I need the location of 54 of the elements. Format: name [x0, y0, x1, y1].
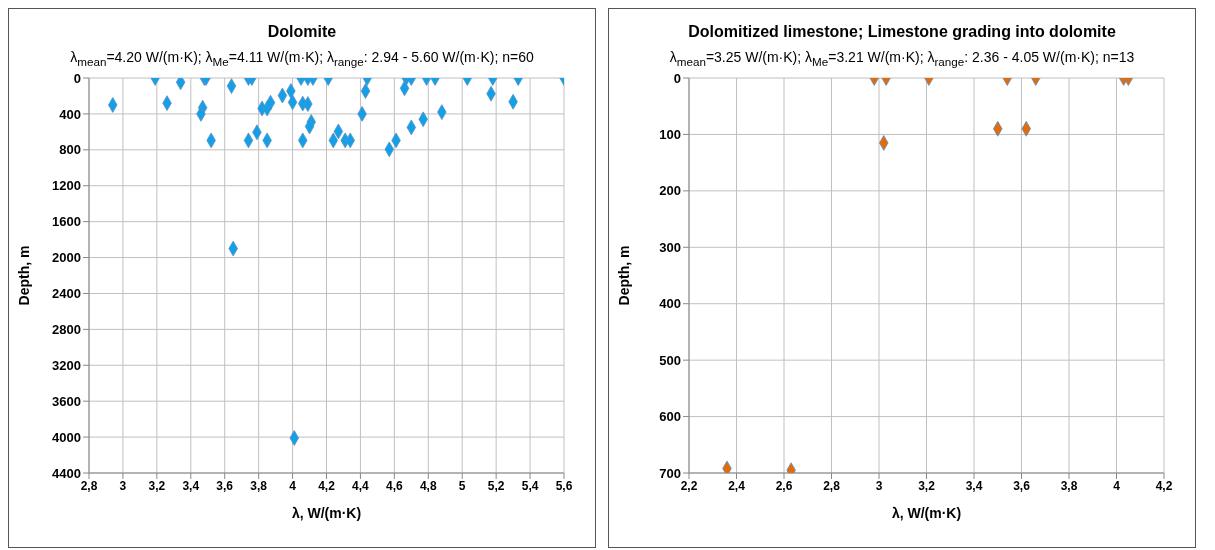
- x-tick-label: 3,6: [216, 478, 234, 493]
- chart-title: Dolomite: [266, 23, 338, 41]
- y-tick-label: 400: [59, 106, 81, 122]
- x-tick-label: 4,8: [419, 478, 437, 493]
- y-tick-label: 1600: [52, 214, 81, 230]
- x-tick-label: 4: [1113, 478, 1121, 493]
- x-tick-label: 4,6: [386, 478, 404, 493]
- x-tick-label: 3,8: [1060, 478, 1078, 493]
- x-axis-title: λ, W/(m·K): [891, 504, 962, 521]
- y-tick-label: 1200: [52, 178, 81, 194]
- y-tick-label: 200: [659, 183, 681, 199]
- x-tick-label: 2,8: [80, 478, 98, 493]
- x-axis-title: λ, W/(m·K): [291, 504, 362, 521]
- chart-title: Dolomitized limestone; Limestone grading into dolomite: [687, 23, 1117, 41]
- y-tick-label: 2000: [52, 249, 81, 265]
- y-tick-label: 2400: [52, 285, 81, 301]
- y-tick-label: 400: [659, 296, 681, 312]
- x-tick-label: 4,2: [1155, 478, 1173, 493]
- y-tick-label: 4000: [52, 429, 81, 445]
- x-tick-label: 5,2: [487, 478, 505, 493]
- x-tick-label: 2,2: [680, 478, 698, 493]
- y-tick-label: 100: [659, 126, 681, 142]
- x-tick-label: 4: [289, 478, 297, 493]
- x-tick-label: 3,2: [918, 478, 936, 493]
- x-tick-label: 2,6: [775, 478, 793, 493]
- x-tick-label: 3,4: [182, 478, 200, 493]
- chart-subtitle: λ$_{mean}$=4.20 W/(m·K); λ$_{Me}$=4.11 W/(m·K); λ$_{range}$: 2.94 - 5.60 W/(m·K); n=60: [69, 49, 535, 68]
- y-tick-label: 0: [73, 70, 81, 86]
- y-tick-label: 3600: [52, 393, 81, 409]
- y-tick-label: 800: [59, 142, 81, 158]
- y-axis-title: Depth, m: [15, 245, 32, 306]
- x-tick-label: 3,8: [250, 478, 268, 493]
- x-tick-label: 5,6: [555, 478, 573, 493]
- y-tick-label: 4400: [52, 465, 81, 481]
- x-tick-label: 5: [458, 478, 466, 493]
- y-tick-label: 700: [659, 465, 681, 481]
- x-tick-label: 2,4: [728, 478, 746, 493]
- x-tick-label: 3,6: [1013, 478, 1031, 493]
- x-tick-label: 2,8: [823, 478, 841, 493]
- x-tick-label: 3,2: [148, 478, 166, 493]
- y-tick-label: 600: [659, 408, 681, 424]
- chart-subtitle: λ$_{mean}$=3.25 W/(m·K); λ$_{Me}$=3.21 W/(m·K); λ$_{range}$: 2.36 - 4.05 W/(m·K); n=13: [668, 49, 1136, 68]
- y-tick-label: 2800: [52, 321, 81, 337]
- x-tick-label: 3: [875, 478, 883, 493]
- x-tick-label: 4,4: [352, 478, 370, 493]
- y-tick-label: 300: [659, 239, 681, 255]
- x-tick-label: 5,4: [521, 478, 539, 493]
- y-tick-label: 500: [659, 352, 681, 368]
- x-tick-label: 3: [119, 478, 127, 493]
- x-tick-label: 3,4: [965, 478, 983, 493]
- y-axis-title: Depth, m: [615, 245, 632, 306]
- x-tick-label: 4,2: [318, 478, 336, 493]
- y-tick-label: 3200: [52, 357, 81, 373]
- y-tick-label: 0: [673, 70, 681, 86]
